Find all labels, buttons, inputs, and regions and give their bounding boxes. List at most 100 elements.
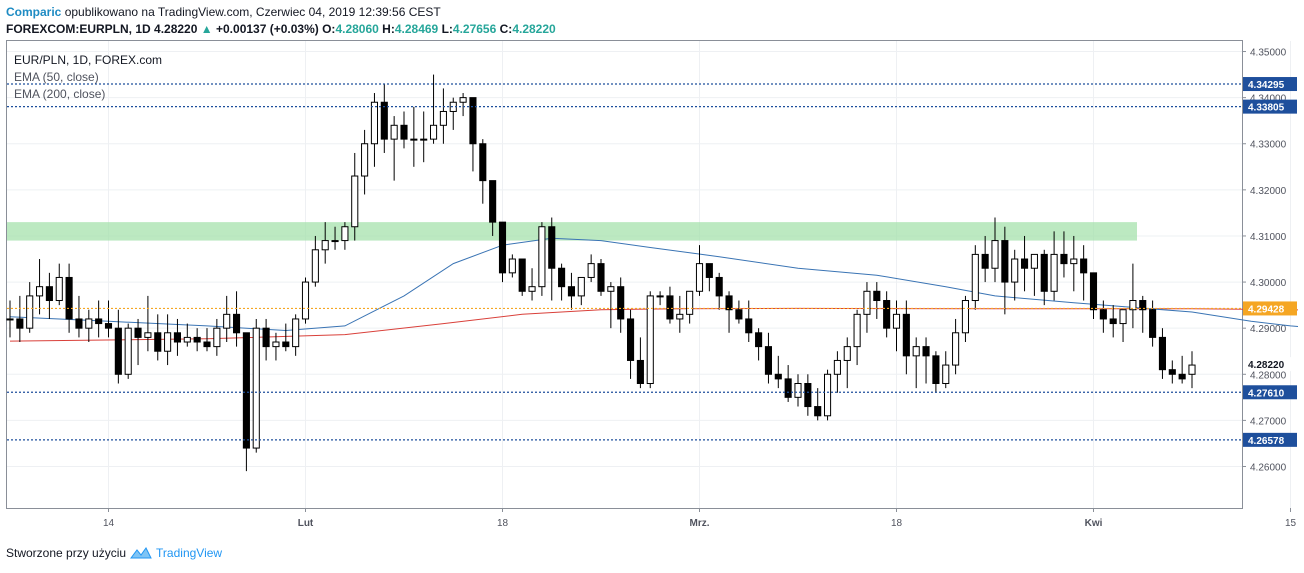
candle-body xyxy=(853,313,861,348)
candle xyxy=(745,300,753,343)
candle xyxy=(400,111,408,149)
candle-body xyxy=(114,327,122,375)
candle-body xyxy=(429,124,438,140)
candle-body xyxy=(85,318,93,329)
candle xyxy=(794,374,802,407)
price-chart[interactable]: 4.26000 4.27000 4.28000 4.29000 4.30000 4.310… xyxy=(6,40,1304,538)
price-change: +0.00137 (+0.03%) xyxy=(216,22,319,36)
candle-body xyxy=(55,276,63,302)
candle-body xyxy=(104,323,113,329)
candle-body xyxy=(883,300,891,329)
candle xyxy=(1020,235,1029,292)
candle xyxy=(429,74,438,144)
candle-body xyxy=(666,295,674,320)
tradingview-link[interactable]: TradingView xyxy=(156,546,223,560)
candle-body xyxy=(1149,309,1157,338)
x-tick-label: 18 xyxy=(891,518,903,529)
candle xyxy=(65,263,73,333)
price-level-tag xyxy=(1243,77,1297,92)
y-tick-label: 4.34000 xyxy=(1250,94,1287,105)
candle xyxy=(351,152,359,241)
candle xyxy=(686,290,694,324)
candle-body xyxy=(873,290,881,302)
candle-body xyxy=(587,263,595,278)
candle xyxy=(597,259,605,296)
candle xyxy=(380,83,388,153)
y-tick-label: 4.33000 xyxy=(1250,140,1287,151)
candle xyxy=(558,263,566,301)
y-tick-label: 4.28000 xyxy=(1250,370,1287,381)
candle-body xyxy=(282,341,290,348)
candle-body xyxy=(213,327,221,348)
candle xyxy=(498,221,507,283)
symbol-label: FOREXCOM:EURPLN, 1D xyxy=(6,22,151,36)
candle-body xyxy=(991,240,999,269)
candle-body xyxy=(321,240,329,251)
candle xyxy=(1178,355,1186,384)
candle-body xyxy=(75,318,83,329)
open-value: 4.28060 xyxy=(335,22,379,36)
y-tick-label: 4.35000 xyxy=(1250,48,1287,59)
candle-body xyxy=(144,332,152,338)
publisher-brand[interactable]: Comparic xyxy=(6,5,62,19)
candle xyxy=(873,282,881,319)
candle-body xyxy=(538,226,546,288)
candle-body xyxy=(173,332,182,343)
candle xyxy=(154,314,162,361)
candle xyxy=(518,258,526,296)
candle xyxy=(420,111,428,163)
candle-body xyxy=(65,276,73,320)
candle xyxy=(16,295,24,343)
y-tick-label: 4.27000 xyxy=(1250,416,1287,427)
candle-body xyxy=(804,383,812,408)
candle-body xyxy=(1001,240,1009,283)
candle xyxy=(695,245,704,296)
price-level-label: 4.28220 xyxy=(1248,360,1285,371)
candle-body xyxy=(1030,253,1038,269)
x-tick-label: Mrz. xyxy=(690,518,710,529)
price-level-tag xyxy=(1243,99,1297,114)
candle-body xyxy=(223,313,231,329)
candle xyxy=(528,268,536,301)
candle xyxy=(1109,305,1117,338)
candle xyxy=(991,217,999,283)
candle-body xyxy=(1188,364,1196,375)
candle xyxy=(489,180,497,236)
y-tick-label: 4.31000 xyxy=(1250,232,1287,243)
chart-area[interactable]: 4.26000 4.27000 4.28000 4.29000 4.30000 4.310… xyxy=(6,40,1304,543)
y-tick-label: 4.30000 xyxy=(1250,278,1287,289)
candle-body xyxy=(420,138,428,141)
candle xyxy=(1158,328,1167,379)
ema-50-line xyxy=(9,237,1304,332)
price-level-label: 4.26578 xyxy=(1248,436,1285,447)
y-tick-label: 4.32000 xyxy=(1250,186,1287,197)
candle xyxy=(1080,245,1088,301)
candle xyxy=(35,259,44,315)
candle-body xyxy=(1050,253,1058,292)
close-value: 4.28220 xyxy=(512,22,556,36)
candle-body xyxy=(370,101,379,145)
candle xyxy=(114,309,122,384)
x-tick-label: Kwi xyxy=(1085,518,1103,529)
candle-body xyxy=(252,327,260,449)
candle xyxy=(331,226,339,250)
candle-body xyxy=(351,175,359,228)
candle xyxy=(715,272,723,310)
candle-body xyxy=(489,180,497,223)
candle xyxy=(1168,360,1176,384)
candle xyxy=(6,300,14,338)
candle xyxy=(232,291,241,347)
candle-body xyxy=(262,327,270,348)
high-label: H: xyxy=(382,22,395,36)
candle-body xyxy=(656,295,664,298)
candle xyxy=(656,291,664,306)
price-level-tag xyxy=(1243,357,1297,372)
legend-ema50: EMA (50, close) xyxy=(14,70,99,84)
candle-body xyxy=(361,143,369,177)
candle xyxy=(617,277,625,333)
high-value: 4.28469 xyxy=(394,22,439,36)
candle-body xyxy=(705,263,713,278)
candle xyxy=(676,295,684,333)
tradingview-logo-icon[interactable] xyxy=(130,546,152,560)
candle xyxy=(863,282,871,333)
